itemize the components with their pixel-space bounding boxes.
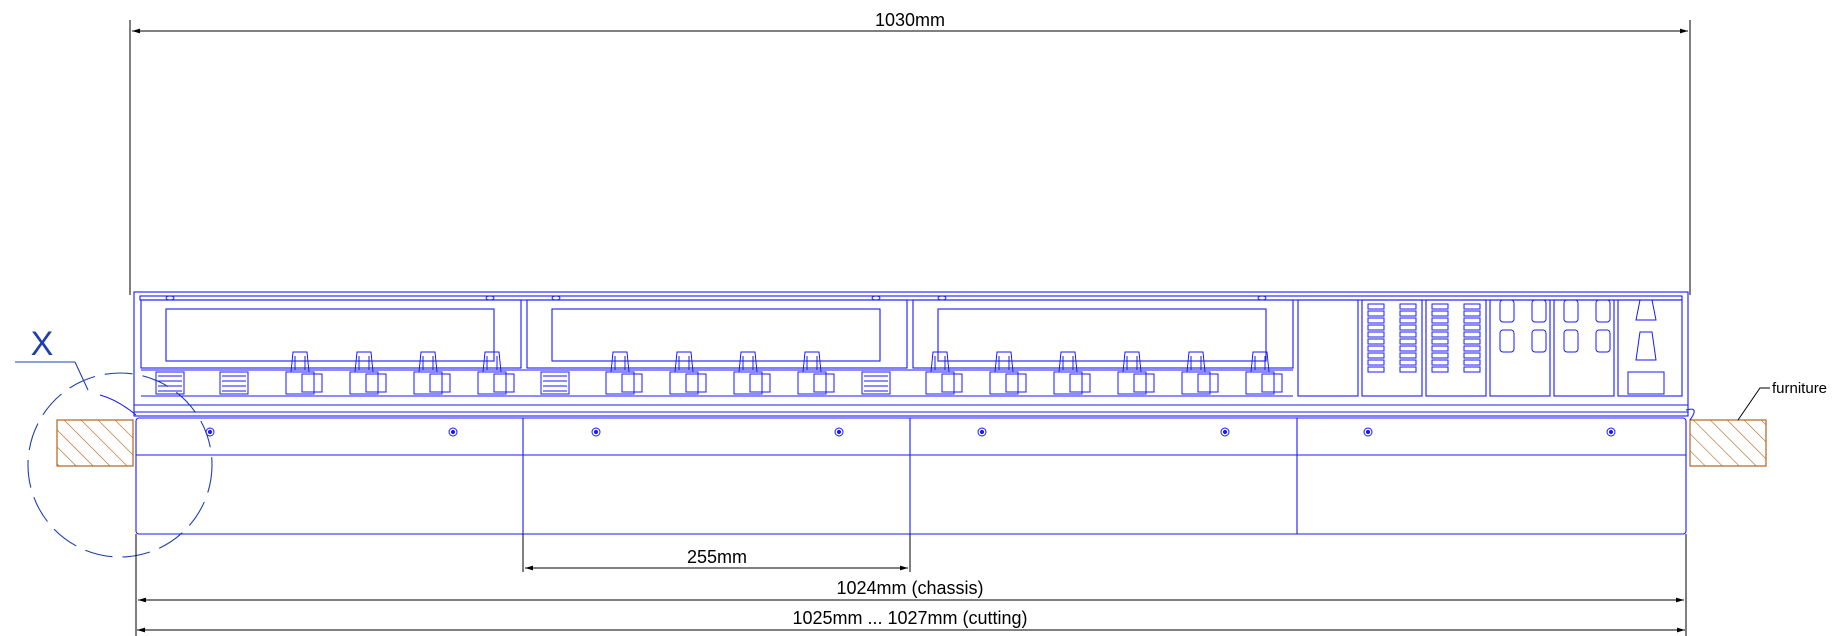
panel-dot <box>551 295 561 301</box>
connector <box>219 371 249 395</box>
dim-cutting: 1025mm ... 1027mm (cutting) <box>137 608 1685 633</box>
rotary-knob <box>797 351 835 395</box>
fader-strip <box>1463 303 1481 373</box>
fader-strip <box>1431 303 1449 373</box>
rotary-knob <box>477 351 515 395</box>
rotary-knob <box>925 351 963 395</box>
detail-marker-label: X <box>31 325 54 363</box>
furniture-right <box>1689 419 1767 467</box>
master-knob <box>1627 299 1665 395</box>
screw <box>448 427 458 437</box>
channel-controls <box>155 351 1283 395</box>
fader-strip <box>1367 303 1385 373</box>
knob-stack <box>1531 299 1547 353</box>
rotary-knob <box>1053 351 1091 395</box>
module-bays <box>140 299 1683 397</box>
rotary-knob <box>669 351 707 395</box>
rotary-knob <box>733 351 771 395</box>
rotary-knob <box>605 351 643 395</box>
rotary-knob <box>413 351 451 395</box>
dim-chassis: 1024mm (chassis) <box>135 534 1687 636</box>
panel-dot <box>165 295 175 301</box>
fader-strips <box>1367 299 1665 395</box>
knob-stack <box>1595 299 1611 353</box>
connector <box>861 371 891 395</box>
mounting-screws <box>165 295 1616 437</box>
furniture-label: furniture <box>1772 380 1827 397</box>
screw <box>1220 427 1230 437</box>
screw <box>977 427 987 437</box>
panel-dot <box>1257 295 1267 301</box>
rotary-knob <box>285 351 323 395</box>
furniture-left <box>56 419 134 467</box>
rotary-knob <box>989 351 1027 395</box>
dim-cutting-label: 1025mm ... 1027mm (cutting) <box>792 608 1027 628</box>
dim-module-label: 255mm <box>687 547 747 567</box>
rotary-knob <box>349 351 387 395</box>
dim-overall-label: 1030mm <box>875 10 945 30</box>
connector <box>540 371 570 395</box>
panel-dot <box>937 295 947 301</box>
furniture-leader: furniture <box>1737 380 1827 421</box>
panel-dot <box>871 295 881 301</box>
dim-module: 255mm <box>522 534 911 572</box>
screw <box>1606 427 1616 437</box>
screw <box>591 427 601 437</box>
screw <box>834 427 844 437</box>
connector <box>155 371 185 395</box>
dim-chassis-label: 1024mm (chassis) <box>836 578 983 598</box>
fader-strip <box>1399 303 1417 373</box>
screw <box>205 427 215 437</box>
detail-marker: X <box>15 325 213 558</box>
panel-dot <box>485 295 495 301</box>
rotary-knob <box>1181 351 1219 395</box>
screw <box>1363 427 1373 437</box>
console-body <box>99 291 1695 535</box>
knob-stack <box>1499 299 1515 353</box>
knob-stack <box>1563 299 1579 353</box>
dim-overall: 1030mm <box>129 10 1691 295</box>
rotary-knob <box>1117 351 1155 395</box>
rotary-knob <box>1245 351 1283 395</box>
